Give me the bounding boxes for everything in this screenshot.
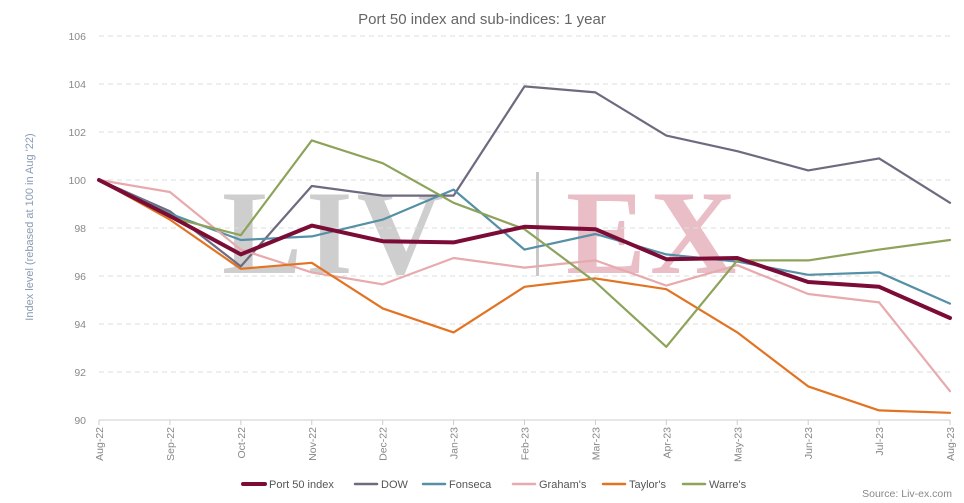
x-tick-label: Feb-23 (520, 427, 532, 460)
legend[interactable]: Port 50 index DOW Fonseca Graham's Taylor's W… (241, 479, 747, 491)
legend-item-taylor-s[interactable]: Taylor's (601, 479, 666, 491)
x-tick-label: Mar-23 (590, 427, 602, 460)
chart-title: Port 50 index and sub-indices: 1 year (358, 11, 606, 28)
watermark-divider (536, 172, 539, 276)
x-tick-label: Jan-23 (449, 427, 461, 459)
legend-label: Taylor's (629, 479, 666, 491)
y-axis-label: Index level (rebased at 100 in Aug '22) (24, 133, 36, 320)
series-line-taylor-s (97, 178, 952, 414)
x-tick-label: May-23 (732, 427, 744, 462)
legend-label: Warre's (709, 479, 747, 491)
x-axis-ticks: Aug-22 Sep-22 Oct-22 Nov-22 Dec-22 Jan-23 Feb-… (94, 420, 957, 462)
legend-item-fonseca[interactable]: Fonseca (421, 479, 492, 491)
legend-label: DOW (381, 479, 409, 491)
x-tick-label: Jun-23 (803, 427, 815, 459)
legend-label: Graham's (539, 479, 587, 491)
x-tick-label: Oct-22 (236, 427, 248, 459)
series-line-warre-s (97, 139, 952, 348)
source-note: Source: Liv-ex.com (862, 488, 952, 500)
y-tick-label: 100 (68, 175, 86, 187)
x-tick-label: Nov-22 (307, 427, 319, 461)
y-tick-label: 102 (68, 127, 86, 139)
x-tick-label: Aug-22 (94, 427, 106, 461)
watermark-ex-text: EX (566, 166, 741, 299)
x-tick-label: Dec-22 (378, 427, 390, 461)
legend-item-warre-s[interactable]: Warre's (681, 479, 747, 491)
legend-item-dow[interactable]: DOW (353, 479, 409, 491)
y-tick-label: 98 (74, 223, 86, 235)
legend-item-port-50-index[interactable]: Port 50 index (241, 479, 334, 491)
series-line-graham-s (97, 178, 952, 393)
y-axis-ticks: 90 92 94 96 98 100 102 104 106 (68, 31, 86, 427)
y-tick-label: 104 (68, 79, 86, 91)
y-tick-label: 90 (74, 415, 86, 427)
x-tick-label: Apr-23 (661, 427, 673, 459)
legend-label: Fonseca (449, 479, 492, 491)
x-tick-label: Jul-23 (874, 427, 886, 456)
legend-item-graham-s[interactable]: Graham's (511, 479, 587, 491)
y-tick-label: 106 (68, 31, 86, 43)
series-line-dow (97, 85, 952, 268)
y-tick-label: 92 (74, 367, 86, 379)
y-tick-label: 94 (74, 319, 86, 331)
series-lines (97, 85, 952, 414)
legend-label: Port 50 index (269, 479, 334, 491)
x-tick-label: Aug-23 (945, 427, 957, 461)
series-line-fonseca (97, 178, 952, 305)
y-tick-label: 96 (74, 271, 86, 283)
x-tick-label: Sep-22 (165, 427, 177, 461)
series-line-port-50-index (97, 178, 952, 320)
